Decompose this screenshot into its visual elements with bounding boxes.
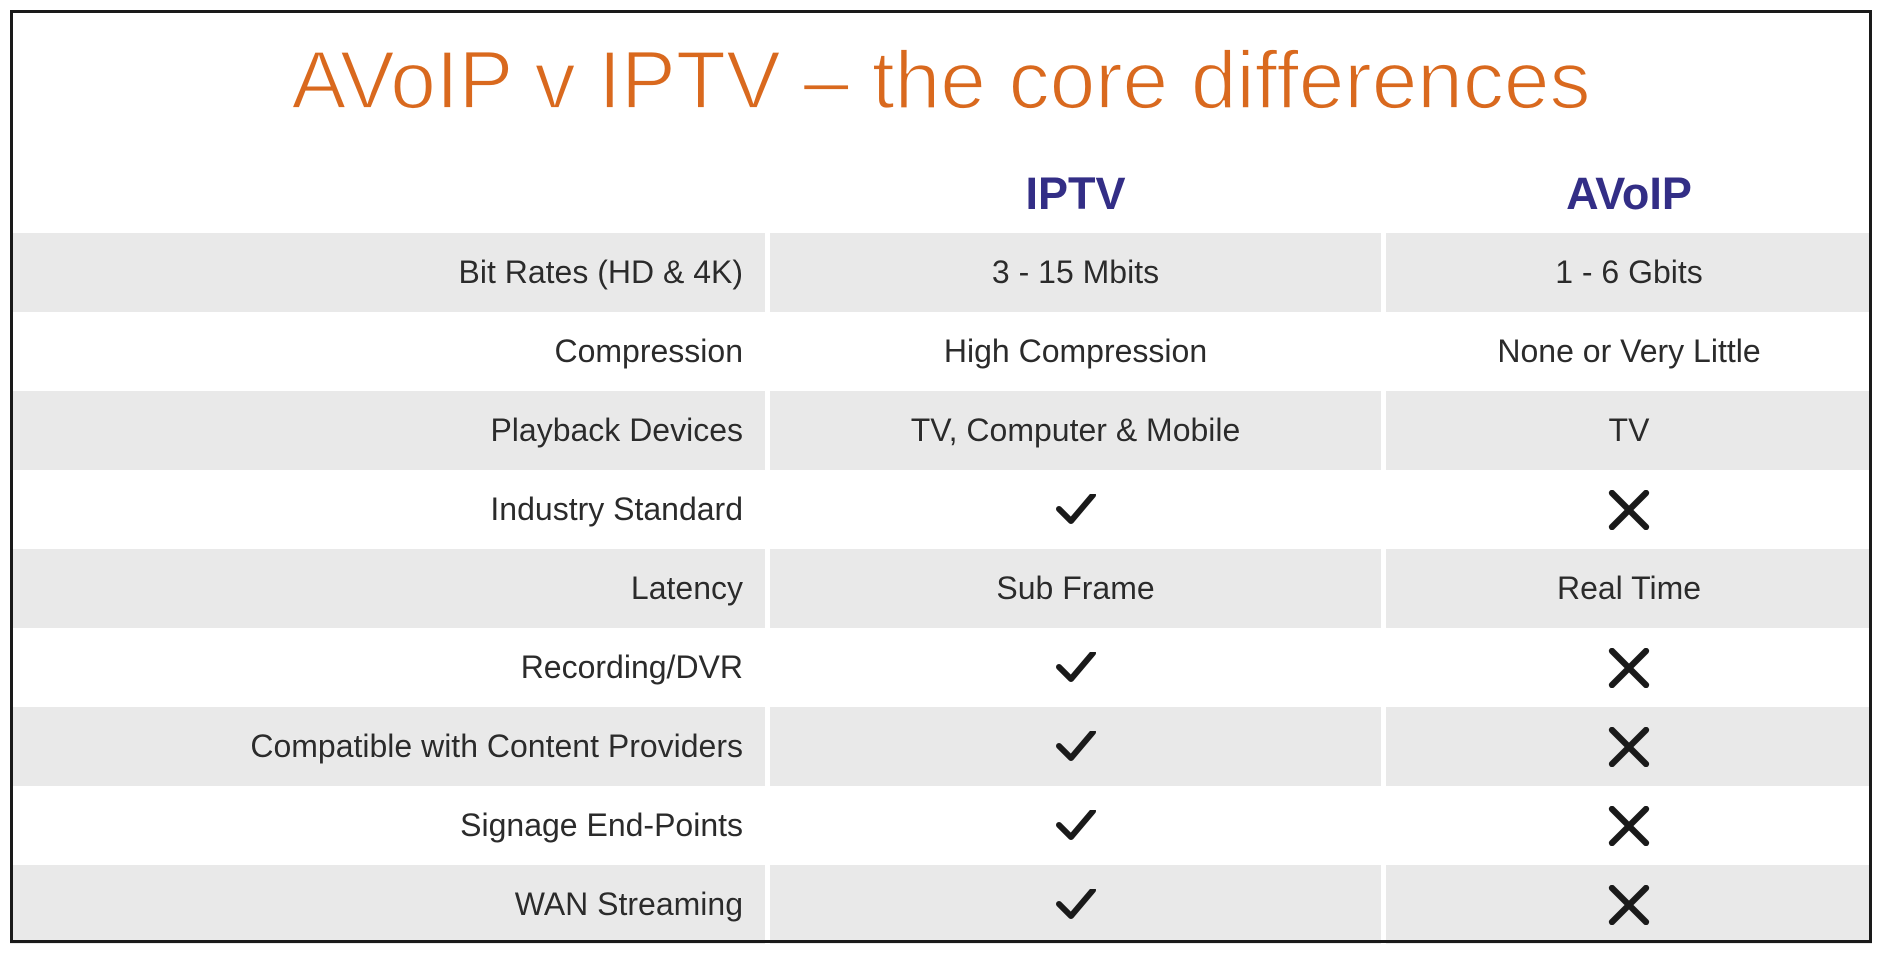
svg-text:AVoIP v IPTV – the core differ: AVoIP v IPTV – the core differences xyxy=(291,35,1590,126)
